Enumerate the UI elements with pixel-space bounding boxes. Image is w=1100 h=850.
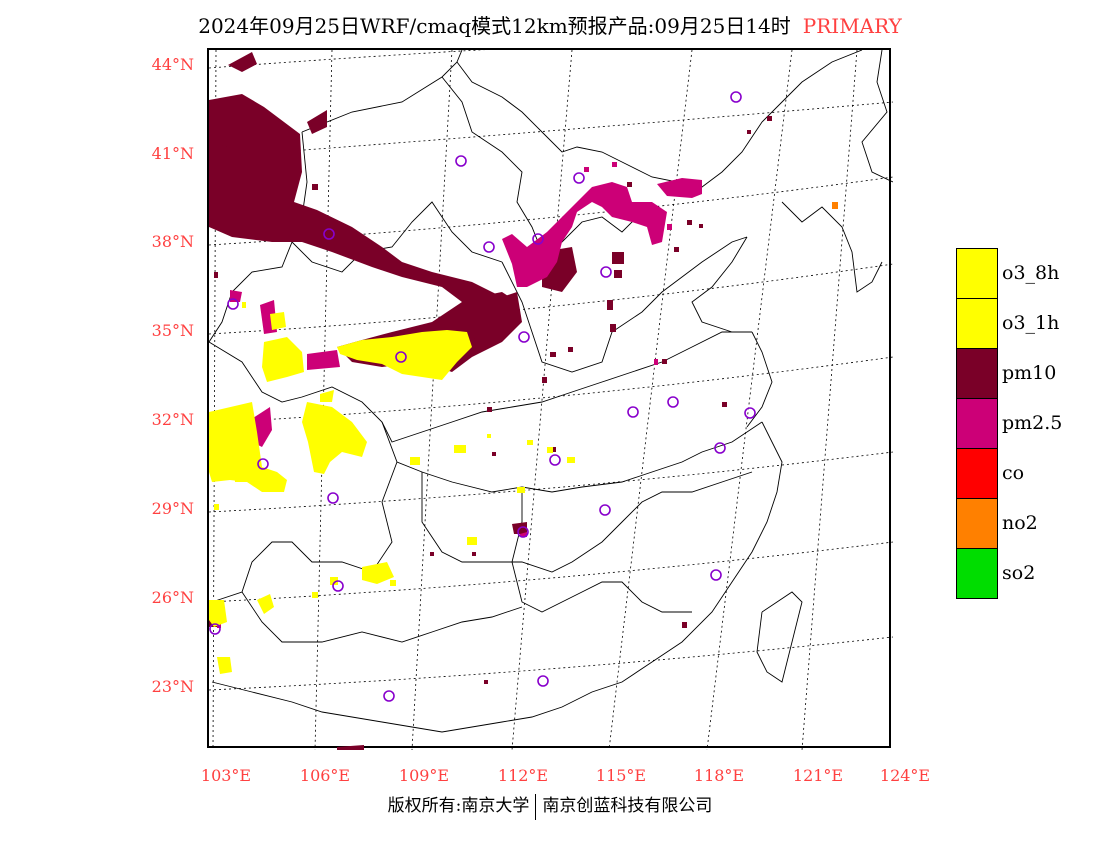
copyright-left: 版权所有:南京大学 (387, 796, 530, 816)
lon-label-106: 106°E (299, 766, 351, 785)
lon-label-115: 115°E (595, 766, 647, 785)
legend-label-o3-8h: o3_8h (1002, 262, 1060, 284)
lon-label-103: 103°E (200, 766, 252, 785)
legend-swatch-pm25 (956, 398, 998, 449)
no2-region (832, 202, 838, 209)
lat-label-23: 23°N (151, 677, 194, 696)
legend-label-co: co (1002, 462, 1025, 484)
lat-label-44: 44°N (151, 55, 194, 74)
station-markers (209, 91, 756, 702)
legend-swatch-no2 (956, 498, 998, 549)
legend-swatch-pm10 (956, 348, 998, 399)
lon-label-124: 124°E (879, 766, 931, 785)
legend-label-so2: so2 (1002, 562, 1036, 584)
legend-swatch-co (956, 448, 998, 499)
lat-label-29: 29°N (151, 499, 194, 518)
boundaries (209, 50, 893, 733)
lat-label-41: 41°N (151, 144, 194, 163)
lon-label-112: 112°E (497, 766, 549, 785)
legend-swatch-so2 (956, 548, 998, 599)
footer-separator (535, 793, 537, 820)
pollution-map[interactable] (209, 50, 893, 750)
graticule (209, 50, 893, 750)
legend-label-pm25: pm2.5 (1002, 412, 1063, 434)
copyright-right: 南京创蓝科技有限公司 (542, 796, 713, 816)
lon-label-118: 118°E (693, 766, 745, 785)
map-title: 2024年09月25日WRF/cmaq模式12km预报产品:09月25日14时 P… (0, 10, 1100, 39)
copyright-footer: 版权所有:南京大学 南京创蓝科技有限公司 (0, 791, 1100, 820)
map-panel[interactable] (207, 48, 893, 750)
lon-label-109: 109°E (398, 766, 450, 785)
lat-label-38: 38°N (151, 232, 194, 251)
o3-region (209, 302, 575, 674)
lon-label-121: 121°E (792, 766, 844, 785)
pm10-region (209, 52, 772, 750)
legend-label-pm10: pm10 (1002, 362, 1057, 384)
legend-label-o3-1h: o3_1h (1002, 312, 1060, 334)
lat-label-26: 26°N (151, 588, 194, 607)
lat-label-35: 35°N (151, 321, 194, 340)
legend-swatch-o3-1h (956, 298, 998, 349)
legend-swatch-o3-8h (956, 248, 998, 299)
map-title-tag: PRIMARY (802, 14, 902, 38)
map-title-text: 2024年09月25日WRF/cmaq模式12km预报产品:09月25日14时 (198, 14, 791, 38)
lat-label-32: 32°N (151, 410, 194, 429)
legend-label-no2: no2 (1002, 512, 1038, 534)
